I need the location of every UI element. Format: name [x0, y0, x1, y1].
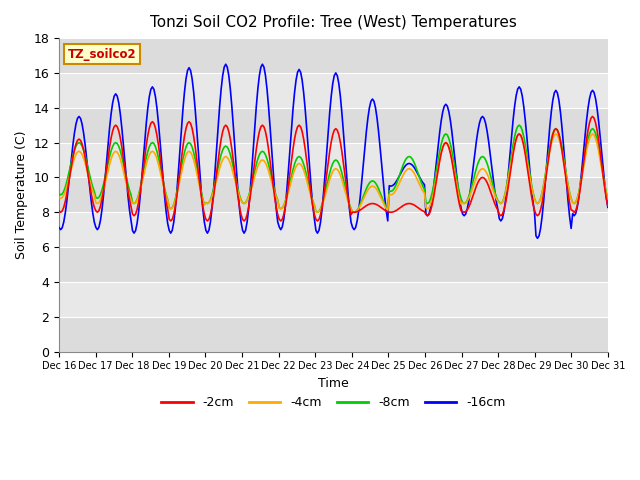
- Legend: -2cm, -4cm, -8cm, -16cm: -2cm, -4cm, -8cm, -16cm: [157, 391, 511, 414]
- Bar: [59, 108, 608, 143]
- Bar: [59, 247, 608, 282]
- Text: TZ_soilco2: TZ_soilco2: [67, 48, 136, 60]
- X-axis label: Time: Time: [318, 377, 349, 390]
- Bar: [59, 38, 608, 73]
- Bar: [59, 212, 608, 247]
- Bar: [59, 282, 608, 317]
- Title: Tonzi Soil CO2 Profile: Tree (West) Temperatures: Tonzi Soil CO2 Profile: Tree (West) Temp…: [150, 15, 517, 30]
- Bar: [59, 73, 608, 108]
- Bar: [59, 143, 608, 178]
- Bar: [59, 178, 608, 212]
- Bar: [59, 317, 608, 351]
- Y-axis label: Soil Temperature (C): Soil Temperature (C): [15, 131, 28, 259]
